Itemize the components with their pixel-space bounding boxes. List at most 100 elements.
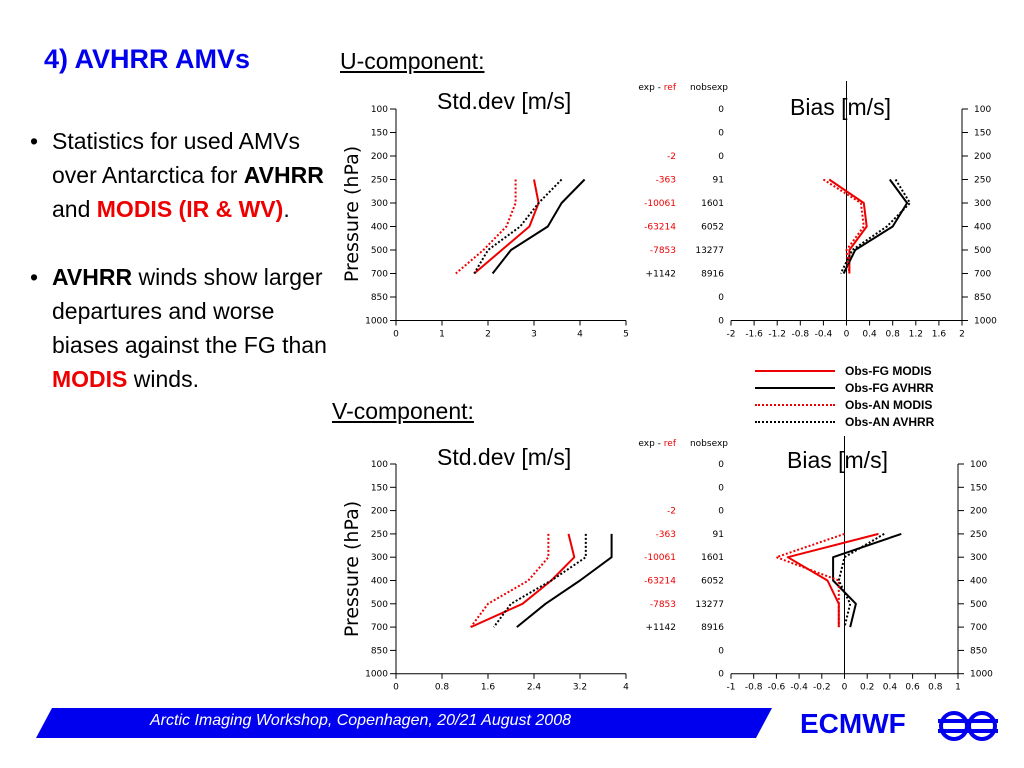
- x-tick-label: 1.2: [909, 330, 923, 340]
- y-tick-label: 250: [371, 176, 388, 186]
- x-tick-label: -0.8: [745, 683, 763, 693]
- x-tick-label: 0.4: [862, 330, 877, 340]
- y-tick-label: 150: [970, 483, 987, 493]
- x-tick-label: -0.4: [815, 330, 833, 340]
- y-tick-label: 1000: [974, 317, 997, 327]
- bullet-text: and: [52, 196, 97, 222]
- chart-v-bias: 100 150 200 250 300 400 500 700 850 1000 -1 -0.8 -0.…: [727, 436, 993, 693]
- bullet-bold-avhrr: AVHRR: [243, 162, 324, 188]
- ecmwf-logo-text: ECMWF: [800, 708, 906, 739]
- nobs-value: 6052: [701, 577, 724, 587]
- x-tick-label: 3.2: [573, 683, 587, 693]
- ecmwf-logo-icon: [938, 711, 998, 741]
- nobs-value: 8916: [701, 270, 724, 280]
- chart-u-std: 100 150 200 250 300 400 500 700 850 1000 0 1 2 3 4 5 Pre…: [341, 83, 728, 340]
- nobs-value: 0: [718, 507, 724, 517]
- x-tick-label: -0.4: [790, 683, 808, 693]
- legend-swatch: [755, 403, 835, 406]
- diff-value: -7853: [650, 246, 676, 256]
- bullet-item-avhrr-winds: • AVHRR winds show larger departures and…: [30, 260, 330, 396]
- y-tick-label: 850: [970, 646, 987, 656]
- nobs-value: 0: [718, 293, 724, 303]
- y-tick-label: 1000: [365, 670, 388, 680]
- x-tick-label: 0.6: [905, 683, 920, 693]
- u-bias-title: Bias [m/s]: [790, 94, 891, 120]
- v-component-heading: V-component:: [332, 398, 474, 424]
- series-obs-an-avhrr: [839, 178, 911, 274]
- bullet-dot-icon: •: [30, 128, 39, 154]
- x-tick-label: -1.6: [745, 330, 763, 340]
- table-header-sep: -: [655, 83, 664, 93]
- y-tick-label: 700: [371, 623, 388, 633]
- x-tick-label: 2.4: [527, 683, 542, 693]
- legend-label: Obs-AN AVHRR: [845, 414, 935, 429]
- series-obs-fg-modis: [473, 179, 540, 275]
- series-obs-an-modis: [822, 178, 865, 274]
- y-tick-label: 200: [974, 152, 991, 162]
- series-obs-an-modis: [775, 532, 845, 628]
- x-tick-label: 1: [439, 330, 445, 340]
- bullet-red-modis: MODIS (IR & WV): [96, 196, 284, 222]
- diff-value: -2: [667, 152, 676, 162]
- legend-label: Obs-FG AVHRR: [845, 380, 934, 395]
- slide-title: 4) AVHRR AMVs: [44, 44, 251, 74]
- table-header-ref: ref: [664, 439, 677, 449]
- y-tick-label: 100: [970, 460, 987, 470]
- nobs-value: 6052: [701, 223, 724, 233]
- legend-label: Obs-FG MODIS: [845, 363, 932, 378]
- bullet-text: winds show larger departures and worse b…: [52, 264, 327, 358]
- y-tick-label: 1000: [365, 317, 388, 327]
- x-tick-label: 0.8: [886, 330, 901, 340]
- y-tick-label: 700: [371, 270, 388, 280]
- diff-value: -63214: [644, 223, 676, 233]
- diff-value: -10061: [644, 553, 676, 563]
- nobs-value: 91: [713, 530, 724, 540]
- diff-value: -363: [656, 530, 676, 540]
- series-obs-an-avhrr: [473, 178, 563, 275]
- y-tick-label: 100: [974, 105, 991, 115]
- x-tick-label: 1.6: [481, 683, 496, 693]
- y-tick-label: 300: [371, 553, 388, 563]
- y-tick-label: 700: [970, 623, 987, 633]
- y-tick-label: 200: [970, 507, 987, 517]
- x-tick-label: 0: [393, 330, 399, 340]
- nobs-value: 0: [718, 317, 724, 327]
- y-tick-label: 200: [371, 152, 388, 162]
- y-tick-label: 250: [974, 176, 991, 186]
- y-tick-label: 200: [371, 507, 388, 517]
- y-tick-label: 850: [974, 293, 991, 303]
- diff-value: -63214: [644, 577, 676, 587]
- y-tick-label: 150: [371, 483, 388, 493]
- legend-item-obs-fg-avhrr: Obs-FG AVHRR: [755, 379, 934, 396]
- u-component-heading: U-component:: [340, 48, 485, 74]
- table-header-ref: ref: [664, 83, 677, 93]
- x-tick-label: -1: [727, 683, 736, 693]
- y-tick-label: 700: [974, 270, 991, 280]
- legend-item-obs-an-modis: Obs-AN MODIS: [755, 396, 934, 413]
- bullet-red-modis: MODIS: [52, 366, 128, 392]
- diff-value: +1142: [646, 270, 676, 280]
- y-tick-label: 250: [970, 530, 987, 540]
- y-tick-label: 250: [371, 530, 388, 540]
- legend-label: Obs-AN MODIS: [845, 397, 933, 412]
- y-tick-label: 300: [371, 199, 388, 209]
- y-tick-label: 400: [974, 223, 991, 233]
- nobs-value: 0: [718, 460, 724, 470]
- diff-value: -363: [656, 176, 676, 186]
- legend-swatch: [755, 420, 835, 423]
- x-tick-label: 0: [842, 683, 848, 693]
- diff-value: -10061: [644, 199, 676, 209]
- series-obs-fg-avhrr: [842, 178, 909, 274]
- x-tick-label: -0.6: [768, 683, 786, 693]
- series-obs-fg-modis: [828, 178, 868, 274]
- y-tick-label: 100: [371, 105, 388, 115]
- x-tick-label: -0.8: [792, 330, 810, 340]
- nobs-value: 13277: [695, 600, 724, 610]
- nobs-value: 1601: [701, 199, 724, 209]
- v-stddev-title: Std.dev [m/s]: [437, 444, 572, 470]
- nobs-value: 0: [718, 105, 724, 115]
- diff-value: -2: [667, 507, 676, 517]
- footer-text: Arctic Imaging Workshop, Copenhagen, 20/…: [150, 712, 571, 729]
- x-tick-label: 1: [955, 683, 961, 693]
